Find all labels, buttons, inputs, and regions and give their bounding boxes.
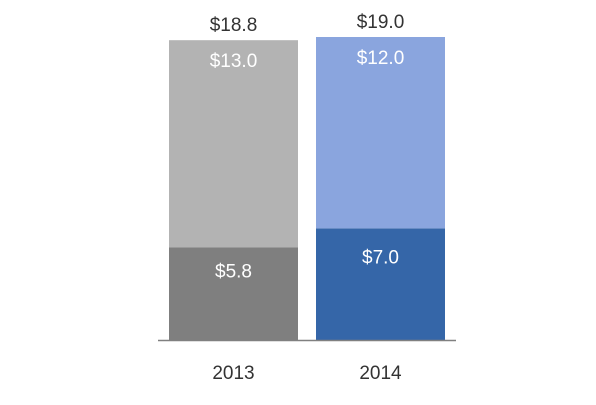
x-tick-label-2014: 2014 (359, 363, 402, 384)
segment-label-2013-bottom: $5.8 (215, 261, 252, 282)
bar-segment-2013-bottom (169, 247, 298, 340)
total-label-2014: $19.0 (357, 12, 405, 33)
bar-segment-2014-top (316, 37, 445, 229)
segment-label-2014-bottom: $7.0 (362, 248, 399, 269)
segment-label-2013-top: $13.0 (210, 51, 258, 72)
segment-label-2014-top: $12.0 (357, 48, 405, 69)
total-label-2013: $18.8 (210, 15, 258, 36)
x-tick-label-2013: 2013 (212, 363, 254, 384)
bar-segment-2014-bottom (316, 228, 445, 340)
bar-segment-2013-top (169, 40, 298, 248)
